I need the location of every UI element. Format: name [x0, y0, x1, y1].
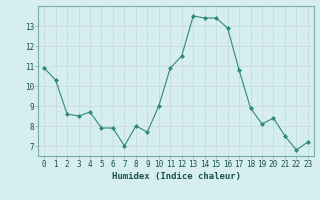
X-axis label: Humidex (Indice chaleur): Humidex (Indice chaleur) — [111, 172, 241, 181]
